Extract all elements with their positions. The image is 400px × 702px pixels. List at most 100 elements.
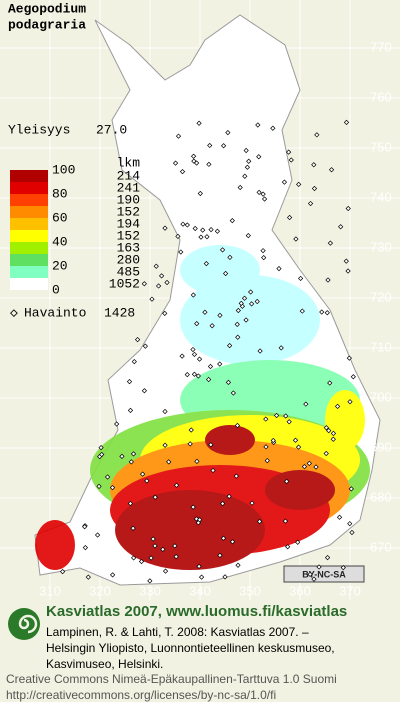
observation [173,554,179,560]
observation [109,485,116,491]
observation [243,317,249,323]
observation [191,371,198,377]
observation [285,544,291,550]
observation [179,353,185,359]
observation-count: 1428 [104,305,135,320]
observation [94,532,101,538]
observation [245,232,251,239]
observation [175,133,182,139]
observation [190,346,196,353]
grid-label-east: 340 [189,583,211,598]
observation [273,412,280,419]
observation [130,451,137,457]
legend-count: 163 [117,240,140,255]
observation [131,358,137,365]
observation [340,565,346,571]
observation [288,157,294,163]
observation [150,536,156,542]
observation [131,555,137,561]
observation [254,298,260,305]
legend-class: 40 [52,234,68,249]
map: BY-NC-SA Aegopodium podagraria Yleisyys … [0,0,400,600]
observation [241,295,248,301]
observation [130,525,136,531]
legend-count: 214 [117,168,141,183]
observation [196,356,203,362]
observation [141,281,147,287]
observation [160,546,166,553]
grid-label-north: 740 [370,189,392,204]
observation [225,129,231,136]
legend-class: 60 [52,210,68,225]
legend-swatch [10,266,48,278]
citation-line: Helsingin Yliopisto, Luonnontieteellinen… [46,641,335,655]
observation [195,373,201,379]
observation [347,521,353,527]
observation [141,388,148,394]
observation [234,321,240,328]
observation [261,196,268,202]
observation [198,234,204,240]
observation [283,413,289,419]
grid-label-east: 320 [89,583,111,598]
observation [286,214,293,221]
observation [144,478,150,484]
frequency-cells [35,245,370,570]
observation [243,147,249,154]
observation [99,451,105,458]
legend-swatch [10,278,48,290]
grid-label-east: 360 [289,583,311,598]
observation [324,554,331,561]
observation [319,309,325,315]
observation [98,444,104,451]
observation [190,504,196,510]
observation [242,173,248,179]
observation [207,363,214,370]
grid-label-north: 730 [370,239,392,254]
observation [307,571,313,577]
grid-label-east: 310 [39,583,61,598]
observation [172,543,178,549]
legend-count: 241 [117,180,141,195]
grid-label-north: 680 [370,489,392,504]
license-line: Creative Commons Nimeä-Epäkaupallinen-Ta… [6,672,337,686]
legend-swatch [10,254,48,266]
observation [119,453,125,460]
observation [311,162,317,168]
observation [220,535,227,541]
observation [263,444,269,450]
observation [127,407,134,413]
observation [220,143,227,149]
grid-label-east: 370 [339,583,361,598]
observation [338,224,344,230]
observation [217,361,223,367]
legend-class: 80 [52,186,68,201]
observation [127,500,134,507]
observation [330,430,337,436]
observation [227,343,233,349]
observation [126,379,133,385]
observation [152,543,158,549]
observation [347,399,353,405]
observation [138,558,145,565]
observation [301,463,308,470]
observation [303,401,309,407]
observation [134,336,141,343]
observation [323,425,330,431]
observation [208,227,214,233]
legend-count: 152 [117,228,140,243]
grid-label-east: 330 [139,583,161,598]
observation [235,334,241,340]
observation [311,576,317,582]
legend-swatch [10,170,48,182]
footer-heading: Kasviatlas 2007, www.luomus.fi/kasviatla… [46,603,348,620]
observation [324,310,330,316]
legend-header: lkm [117,155,141,170]
observation [214,228,221,234]
observation [187,441,193,447]
legend-swatch [10,218,48,230]
grid-label-north: 770 [370,39,392,54]
license-badge-text: BY-NC-SA [302,569,346,579]
observation [229,217,235,224]
observation [149,296,155,302]
